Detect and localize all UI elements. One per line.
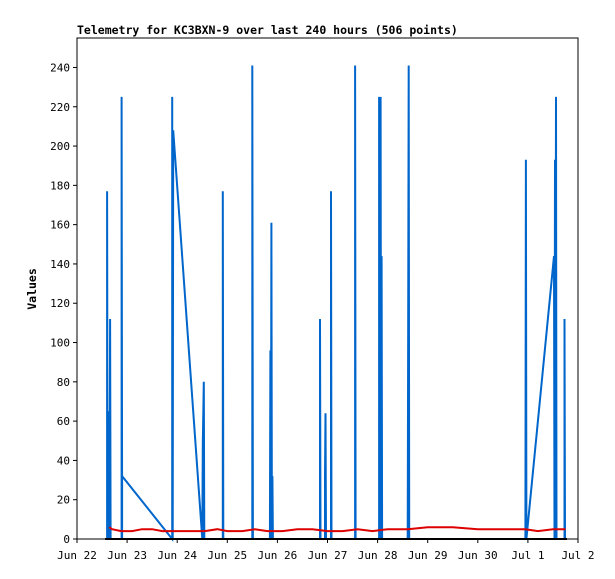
y-tick-label: 120 bbox=[50, 297, 70, 310]
x-axis: Jun 22 Jun 23 Jun 24 Jun 25 Jun 26 Jun 27 Jun … bbox=[57, 539, 595, 562]
x-tick-label: Jul 2 bbox=[561, 549, 594, 562]
x-tick-label: Jun 23 bbox=[107, 549, 147, 562]
y-tick-label: 220 bbox=[50, 101, 70, 114]
plot-frame bbox=[76, 37, 579, 540]
y-tick-label: 180 bbox=[50, 179, 70, 192]
y-tick-label: 80 bbox=[57, 376, 70, 389]
y-axis: 0 20 40 60 80 100 120 140 160 180 200 220 240 bbox=[50, 61, 77, 546]
y-axis-label: Values bbox=[25, 268, 39, 310]
x-tick-label: Jul 1 bbox=[511, 549, 544, 562]
y-tick-label: 240 bbox=[50, 61, 70, 74]
chart-title: Telemetry for KC3BXN-9 over last 240 hou… bbox=[77, 23, 458, 37]
x-tick-label: Jun 30 bbox=[458, 549, 498, 562]
y-tick-label: 100 bbox=[50, 337, 70, 350]
series-line-2 bbox=[108, 526, 566, 533]
x-tick-label: Jun 25 bbox=[207, 549, 247, 562]
x-tick-label: Jun 28 bbox=[358, 549, 398, 562]
y-tick-label: 160 bbox=[50, 219, 70, 232]
series-layer bbox=[105, 65, 567, 542]
y-tick-label: 200 bbox=[50, 140, 70, 153]
x-tick-label: Jun 29 bbox=[408, 549, 448, 562]
series-line-1 bbox=[106, 65, 566, 542]
x-tick-label: Jun 26 bbox=[258, 549, 298, 562]
y-tick-label: 0 bbox=[63, 533, 70, 546]
y-tick-label: 20 bbox=[57, 494, 70, 507]
y-tick-label: 40 bbox=[57, 454, 70, 467]
x-tick-label: Jun 24 bbox=[157, 549, 197, 562]
y-tick-label: 140 bbox=[50, 258, 70, 271]
y-tick-label: 60 bbox=[57, 415, 70, 428]
x-tick-label: Jun 27 bbox=[308, 549, 348, 562]
x-tick-label: Jun 22 bbox=[57, 549, 97, 562]
